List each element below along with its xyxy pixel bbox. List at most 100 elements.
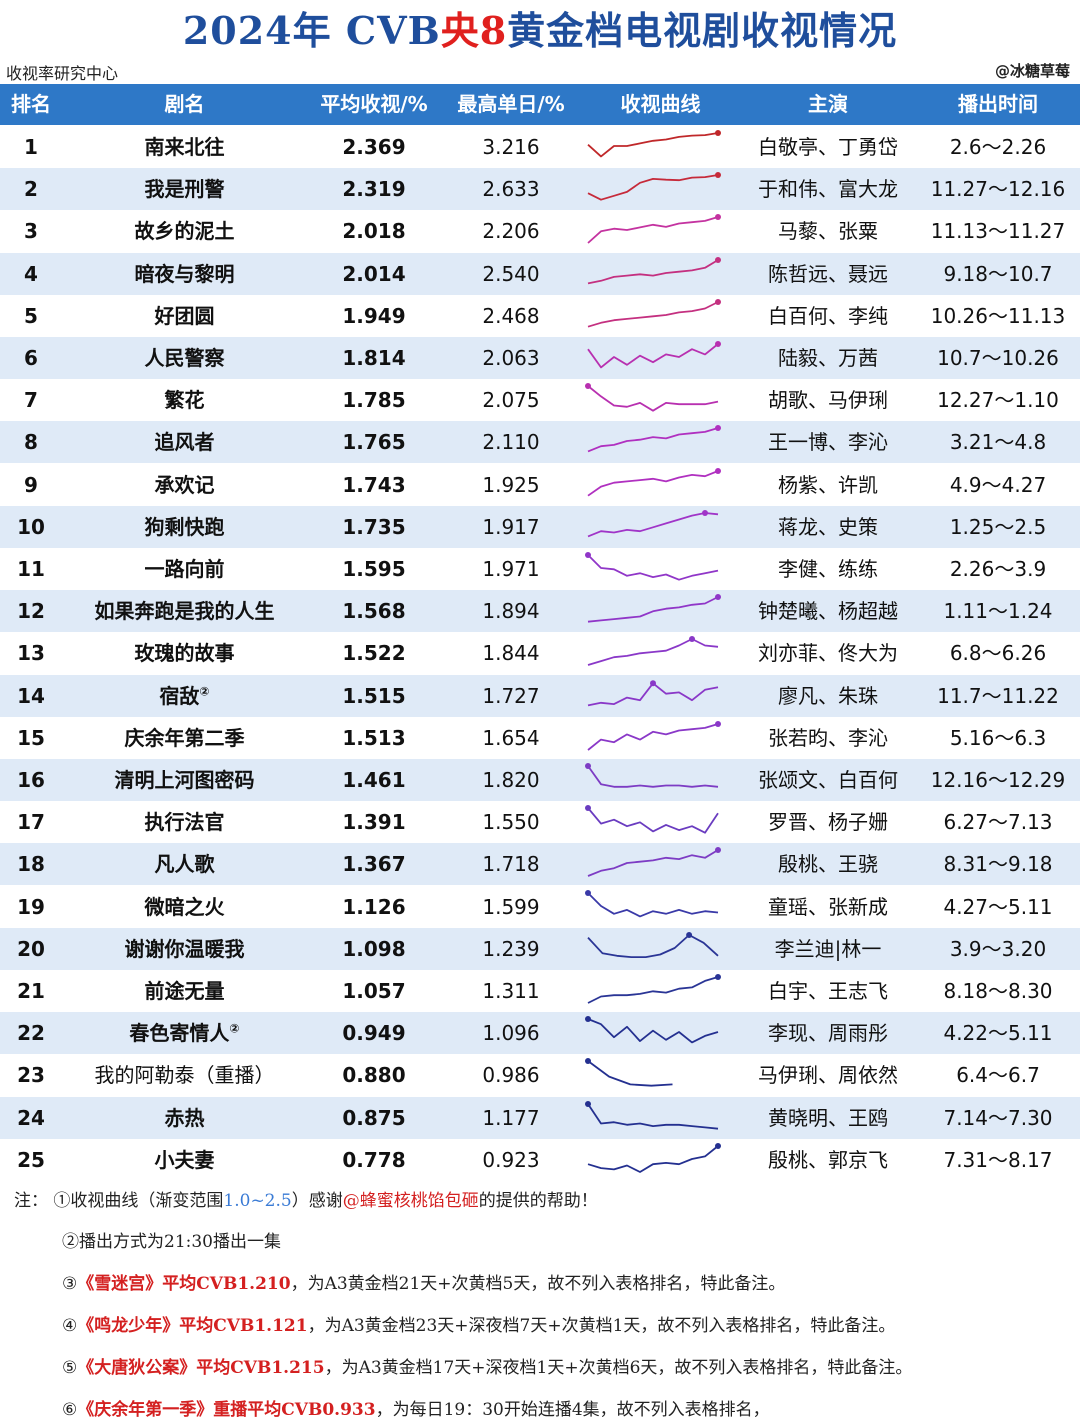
header-curve: 收视曲线 [620,92,701,116]
rating-curve [585,1100,719,1130]
max-rating-cell-text: 1.820 [482,768,540,792]
title-cell-text: 故乡的泥土 [134,219,235,244]
title-cell-text: 小夫妻 [154,1147,215,1172]
table-row: 9 承欢记 1.743 1.925 杨紫、许凯 4.9～4.27 [0,464,1080,506]
title-cell-text: 我是刑警 [144,177,225,202]
rank-cell: 13 [0,632,62,674]
stars-cell: 刘亦菲、佟大为 [740,632,916,674]
title-prefix: 2024年 CVB [182,8,441,53]
stars-cell: 钟楚曦、杨超越 [740,590,916,632]
avg-rating-cell: 2.319 [307,168,441,210]
air-dates-cell-text: 12.27～1.10 [937,388,1059,413]
rating-curve [587,172,721,201]
max-rating-cell: 1.844 [441,632,581,674]
air-dates-cell-text: 4.9～4.27 [949,472,1047,497]
table-row: 7 繁花 1.785 2.075 胡歌、马伊琍 12.27～1.10 [0,379,1080,421]
curve-peak-dot [585,805,591,812]
max-rating-cell: 2.110 [441,421,581,463]
rank-cell-text: 22 [17,1021,45,1046]
max-rating-cell: 1.727 [441,675,581,717]
max-rating-cell: 2.206 [441,210,581,252]
rank-cell-text: 6 [24,346,38,370]
avg-rating-cell: 1.743 [307,464,441,506]
air-dates-cell: 4.27～5.11 [916,886,1080,928]
max-rating-cell: 1.718 [441,843,581,885]
title-cell: 故乡的泥土 [62,210,307,252]
max-rating-cell: 2.540 [441,253,581,295]
avg-rating-cell-text: 1.391 [342,810,406,835]
curve-peak-dot [715,172,721,179]
avg-rating-cell: 1.785 [307,379,441,421]
title-cell-text: 微暗之火 [144,894,225,919]
title-cell: 我的阿勒泰（重播） [62,1054,307,1096]
max-rating-cell-text: 1.718 [482,852,540,877]
avg-rating-cell: 0.949 [307,1012,441,1054]
max-rating-cell-text: 1.727 [482,683,540,708]
avg-rating-cell: 1.126 [307,886,441,928]
curve-peak-dot [585,889,591,896]
air-dates-cell-text: 11.27～12.16 [930,177,1066,202]
air-dates-cell: 5.16～6.3 [916,717,1080,759]
rating-curve [587,467,721,497]
stars-cell: 马藜、张粟 [740,210,916,252]
air-dates-cell: 3.21～4.8 [916,421,1080,463]
stars-cell-text: 李现、周雨彤 [768,1021,888,1046]
air-dates-cell-text: 7.14～7.30 [943,1105,1053,1130]
air-dates-cell: 6.8～6.26 [916,632,1080,674]
table-row: 25 小夫妻 0.778 0.923 殷桃、郭京飞 7.31～8.17 [0,1139,1080,1181]
rank-cell-text: 21 [17,979,45,1003]
title-cell: 南来北往 [62,126,307,168]
stars-cell: 陆毅、万茜 [740,337,916,379]
title-cell-text: 追风者 [154,430,215,455]
author-credit: @冰糖草莓 [994,62,1070,80]
air-dates-cell-text: 7.31～8.17 [943,1147,1053,1172]
rating-curve [587,298,721,328]
air-dates-cell: 11.13～11.27 [916,210,1080,252]
avg-rating-cell-text: 1.949 [342,303,406,328]
title-cell-text: 执行法官 [144,810,225,835]
curve-peak-dot [585,1058,591,1065]
rank-cell: 20 [0,928,62,970]
max-rating-cell-text: 2.110 [482,430,540,455]
title-cell: 微暗之火 [62,886,307,928]
rating-curve [587,130,721,158]
rating-curve [587,847,721,878]
rank-cell-text: 3 [24,219,38,244]
stars-cell: 李兰迪|林一 [740,928,916,970]
max-rating-cell: 3.216 [441,126,581,168]
rank-cell-text: 23 [17,1063,45,1088]
air-dates-cell: 10.7～10.26 [916,337,1080,379]
max-rating-cell: 1.096 [441,1012,581,1054]
rank-cell: 17 [0,801,62,843]
curve-peak-dot [715,974,721,980]
avg-rating-cell: 2.369 [307,126,441,168]
curve-line [587,849,719,878]
avg-rating-cell: 1.949 [307,295,441,337]
rank-cell: 2 [0,168,62,210]
max-rating-cell-text: 0.923 [482,1147,540,1172]
title-cell-text: 南来北往 [144,135,225,159]
avg-rating-cell: 1.522 [307,632,441,674]
rank-cell: 12 [0,590,62,632]
stars-cell-text: 张若昀、李沁 [768,725,888,750]
max-rating-cell-text: 2.206 [482,219,540,244]
title-cell: 承欢记 [62,464,307,506]
rating-curve [587,594,721,623]
header-dates: 播出时间 [958,92,1038,116]
air-dates-cell-text: 4.27～5.11 [943,894,1053,919]
rank-cell-text: 9 [24,472,38,497]
table-row: 11 一路向前 1.595 1.971 李健、练练 2.26～3.9 [0,548,1080,590]
stars-cell-text: 白敬亭、丁勇岱 [758,135,898,159]
rank-cell: 22 [0,1012,62,1054]
rank-cell-text: 15 [17,725,45,750]
rank-cell: 21 [0,970,62,1012]
max-rating-cell: 1.599 [441,886,581,928]
max-rating-cell-text: 2.633 [482,177,540,202]
air-dates-cell: 10.26～11.13 [916,295,1080,337]
rank-cell: 5 [0,295,62,337]
table-row: 3 故乡的泥土 2.018 2.206 马藜、张粟 11.13～11.27 [0,210,1080,252]
rank-cell-text: 10 [17,514,45,539]
rating-curve [585,805,719,834]
table-row: 5 好团圆 1.949 2.468 白百何、李纯 10.26～11.13 [0,295,1080,337]
title-cell-text: 赤热 [164,1105,205,1130]
